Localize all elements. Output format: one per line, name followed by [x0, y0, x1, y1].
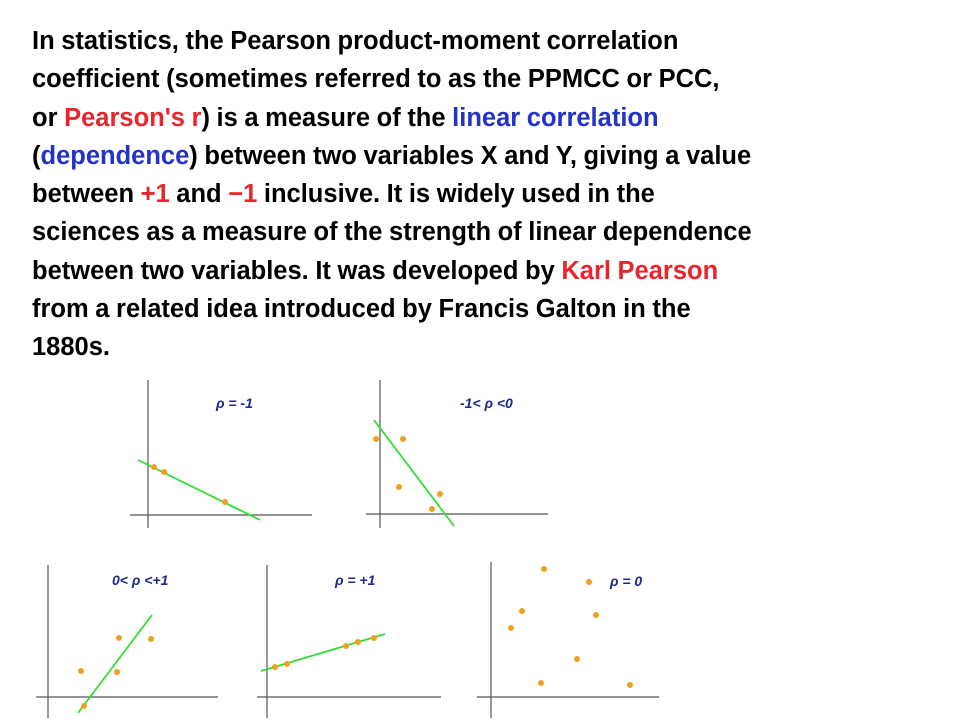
dependence-link[interactable]: dependence	[40, 141, 190, 170]
data-point	[373, 436, 379, 442]
fit-line	[137, 459, 261, 521]
data-point	[519, 608, 525, 614]
scatter-panel-negative: -1< ρ <0	[366, 380, 548, 528]
data-point	[355, 639, 361, 645]
text-line-1: In statistics, the Pearson product-momen…	[32, 27, 679, 55]
scatter-panel-positive-perfect: ρ = +1	[257, 565, 441, 718]
fit-line	[373, 419, 455, 527]
karl-pearson-link[interactable]: Karl Pearson	[561, 256, 719, 285]
text-line-6: sciences as a measure of the strength of…	[32, 218, 752, 247]
text-line-7-pre: between two variables. It was developed …	[32, 256, 562, 285]
data-point	[343, 643, 349, 649]
data-point	[151, 464, 157, 470]
data-point	[541, 566, 547, 572]
panel-label: ρ = -1	[215, 395, 253, 411]
scatter-panel-zero: ρ = 0	[477, 562, 659, 718]
panel-label: -1< ρ <0	[460, 395, 513, 411]
data-point	[222, 499, 228, 505]
data-point	[116, 635, 122, 641]
text-line-5-pre: between	[32, 180, 141, 209]
panel-label: 0< ρ <+1	[112, 572, 169, 588]
description-paragraph: In statistics, the Pearson product-momen…	[32, 22, 952, 367]
data-point	[148, 636, 154, 642]
data-point	[396, 484, 402, 490]
linear-correlation-link[interactable]: linear correlation	[452, 103, 659, 132]
data-point	[78, 668, 84, 674]
data-point	[593, 612, 599, 618]
data-point	[586, 579, 592, 585]
text-line-3-mid: ) is a measure of the	[201, 103, 453, 132]
data-point	[538, 680, 544, 686]
scatter-panel-negative-perfect: ρ = -1	[130, 380, 312, 528]
data-point	[400, 436, 406, 442]
data-point	[574, 656, 580, 662]
data-point	[114, 669, 120, 675]
fit-line	[260, 633, 386, 672]
text-line-4-open: (	[32, 141, 41, 170]
pearsons-r-link[interactable]: Pearson's r	[64, 103, 202, 132]
data-point	[437, 491, 443, 497]
scatter-panel-positive: 0< ρ <+1	[36, 565, 218, 718]
data-point	[371, 635, 377, 641]
text-line-9: 1880s.	[32, 333, 110, 362]
text-line-2: coefficient (sometimes referred to as th…	[32, 65, 720, 94]
text-line-4-post: ) between two variables X and Y, giving …	[189, 141, 752, 170]
text-line-3-pre: or	[32, 103, 65, 132]
text-line-8: from a related idea introduced by Franci…	[32, 295, 691, 324]
minus-one-value: −1	[228, 180, 258, 209]
text-line-5-post: inclusive. It is widely used in the	[257, 180, 655, 209]
panel-label: ρ = 0	[609, 573, 642, 589]
data-point	[161, 469, 167, 475]
data-point	[429, 506, 435, 512]
data-point	[627, 682, 633, 688]
panel-label: ρ = +1	[334, 572, 376, 588]
data-point	[272, 664, 278, 670]
fit-line	[77, 614, 153, 714]
plus-one-value: +1	[140, 180, 170, 209]
data-point	[284, 661, 290, 667]
data-point	[508, 625, 514, 631]
data-point	[81, 703, 87, 709]
text-line-5-mid: and	[169, 180, 229, 209]
